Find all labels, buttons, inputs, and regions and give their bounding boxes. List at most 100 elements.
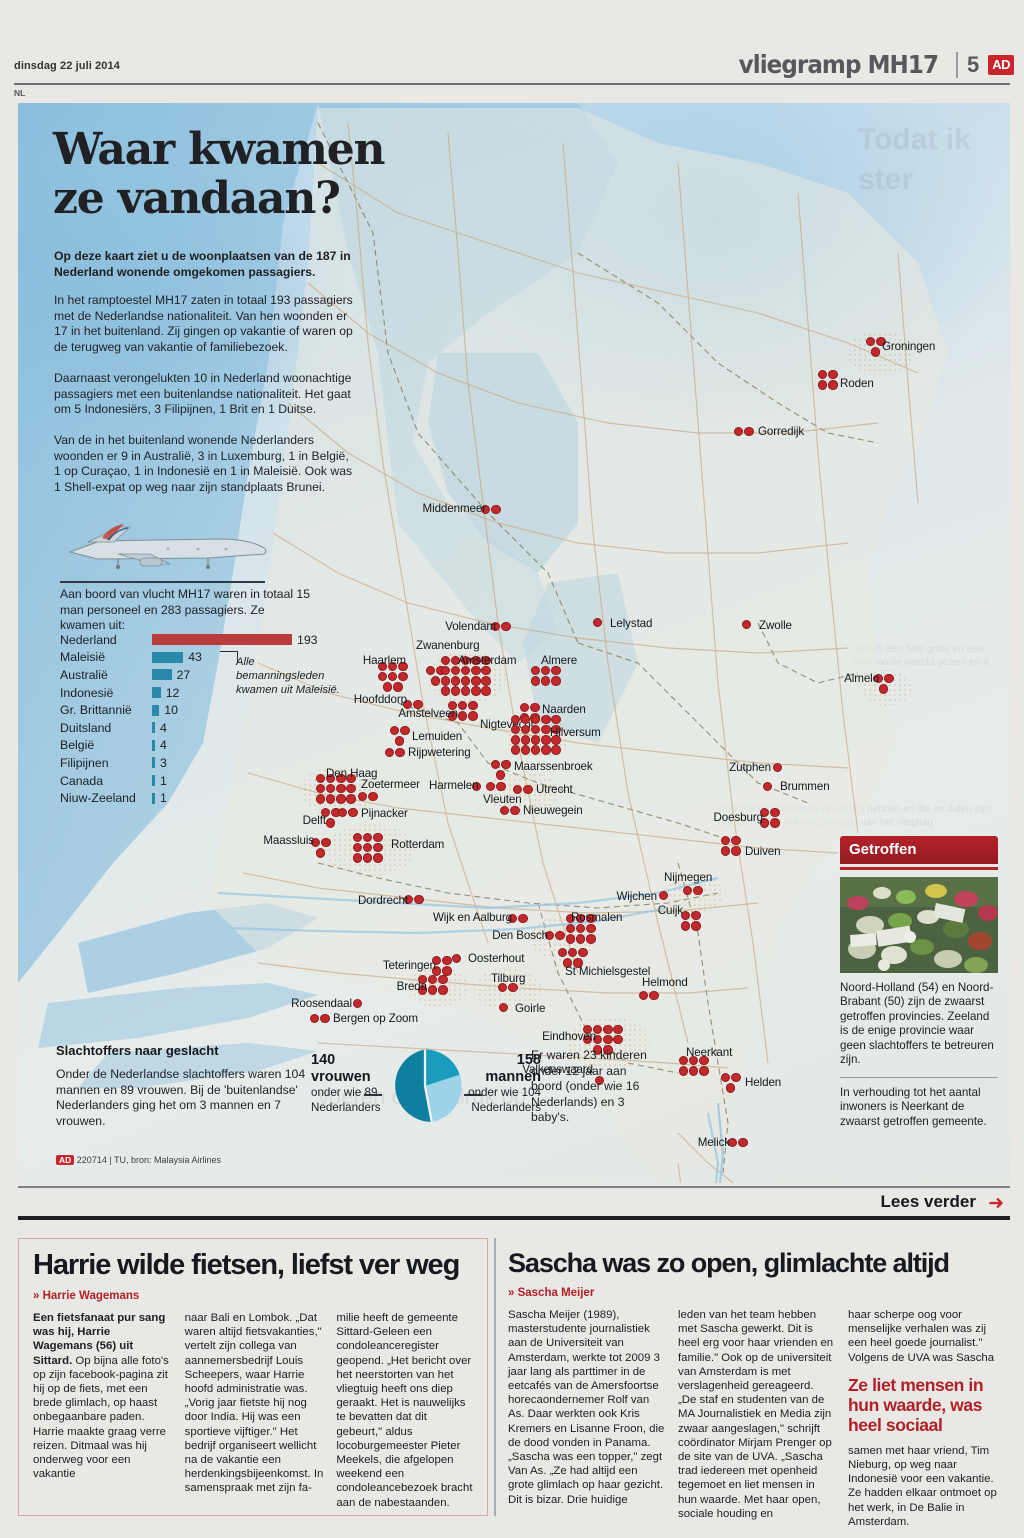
map-dot [592, 617, 603, 628]
title-line-2: ze vandaan? [53, 173, 341, 224]
map-city-label: Doesburg [713, 811, 764, 824]
article-columns: Sascha Meijer (1989), masterstudente jou… [508, 1308, 1010, 1529]
map-dot [573, 958, 583, 968]
map-city-label: Hilversum [550, 726, 601, 739]
map-city-label: Lemuiden [412, 730, 463, 743]
arrow-right-icon[interactable]: ➜ [988, 1193, 1004, 1214]
map-city-label: Maassluis [263, 834, 314, 847]
map-city-label: Zwolle [759, 619, 792, 632]
map-dot [649, 990, 659, 1001]
lees-verder-bottom-rule [18, 1216, 1010, 1220]
map-dot [325, 783, 336, 794]
pie-label-women: 140 vrouwen onder wie 89 Nederlanders [311, 1052, 383, 1115]
credit-text: 220714 | TU, bron: Malaysia Airlines [76, 1155, 222, 1165]
map-dot [759, 807, 770, 818]
map-dot [510, 735, 520, 745]
article-column-1: Een fietsfanaat pur sang was hij, Harrie… [33, 1311, 172, 1510]
women-detail: onder wie 89 Nederlanders [311, 1086, 381, 1114]
map-dot [480, 504, 491, 515]
map-dot [530, 702, 540, 713]
map-city-label: Vleuten [483, 793, 522, 806]
map-dot [510, 805, 520, 816]
map-dot [512, 784, 523, 795]
bar-row: België 4 [60, 737, 350, 755]
map-city-label: Roosendaal [291, 997, 352, 1010]
lees-verder-band[interactable]: Lees verder ➜ [18, 1186, 1010, 1220]
map-city-label: Melick [697, 1136, 730, 1149]
bar-label: Australië [60, 667, 108, 682]
map-dot [699, 1055, 709, 1066]
map-dot [460, 676, 471, 686]
bar-row: Australië 27 [60, 666, 350, 684]
publication-date: dinsdag 22 juli 2014 [14, 60, 120, 72]
map-dot [551, 724, 561, 735]
lees-verder-top-rule [18, 1186, 1010, 1188]
bar-track: 4 [152, 719, 167, 737]
map-dot [565, 923, 576, 934]
map-dot [613, 1034, 623, 1045]
map-dot [440, 686, 450, 696]
map-dot [497, 982, 508, 993]
map-city-label: Amsterdam [458, 654, 517, 667]
bar-value: 1 [160, 773, 167, 788]
bar-fill [152, 739, 155, 751]
map-city-label: Dordrecht [357, 894, 408, 907]
map-dot [693, 885, 703, 896]
map-dot [417, 985, 428, 995]
getroffen-photo [840, 876, 998, 973]
map-dot [575, 934, 586, 944]
bar-label: Canada [60, 773, 104, 788]
plane-caption: Aan boord van vlucht MH17 waren in totaa… [60, 587, 310, 632]
map-city-label: Helmond [642, 976, 688, 989]
map-dot [368, 791, 378, 802]
map-dot [481, 676, 491, 686]
article-kicker: » Sascha Meijer [508, 1287, 595, 1299]
bar-track: 43 [152, 649, 202, 667]
credit-ad-tag: AD [56, 1155, 75, 1165]
bar-value: 43 [188, 650, 202, 665]
map-dot [510, 724, 520, 735]
article-col3b-text: samen met haar vriend, Tim Nieburg, op w… [848, 1444, 997, 1528]
map-dot [507, 913, 518, 924]
map-dot [731, 846, 741, 856]
bar-track: 27 [152, 666, 190, 684]
bar-label: Maleisië [60, 650, 106, 665]
map-city-label: Zwanenburg [416, 639, 480, 652]
map-dot [309, 1013, 320, 1024]
map-dot [451, 953, 462, 964]
map-dot [373, 842, 383, 853]
map-dot [720, 1072, 731, 1083]
map-dot [325, 794, 336, 804]
map-dot [468, 711, 478, 721]
map-dot [870, 347, 881, 357]
map-dot [352, 998, 363, 1009]
map-dot [403, 894, 414, 905]
article-column-3: haar scherpe oog voor menselijke verhale… [848, 1308, 1005, 1529]
map-dot [759, 818, 770, 828]
map-city-label: Maarssenbroek [514, 760, 593, 773]
map-dot [450, 676, 461, 686]
bar-row: Maleisië 43 [60, 649, 350, 667]
map-dot [498, 1002, 509, 1013]
article-column-1: Sascha Meijer (1989), masterstudente jou… [508, 1308, 665, 1529]
map-dot [518, 913, 528, 924]
bar-fill [152, 792, 155, 804]
map-city-label: Nigtevecht [480, 718, 534, 731]
map-dot [762, 781, 773, 792]
map-dot [828, 369, 838, 380]
getroffen-heading: Getroffen [840, 836, 998, 864]
article-divider [494, 1238, 496, 1516]
map-dot [438, 974, 448, 985]
map-city-label: Hoofddorp [353, 693, 407, 706]
map-dot [457, 700, 468, 711]
lees-verder-label[interactable]: Lees verder [880, 1192, 976, 1211]
map-dot [658, 890, 669, 901]
women-label: vrouwen [311, 1069, 371, 1085]
map-dot [638, 990, 649, 1001]
airplane-illustration [68, 524, 267, 569]
map-dot [490, 621, 501, 632]
map-dot [530, 724, 541, 735]
map-city-label: Harmelen [429, 779, 479, 792]
map-dot [413, 699, 423, 710]
infographic-lead: Op deze kaart ziet u de woonplaatsen van… [54, 249, 351, 279]
